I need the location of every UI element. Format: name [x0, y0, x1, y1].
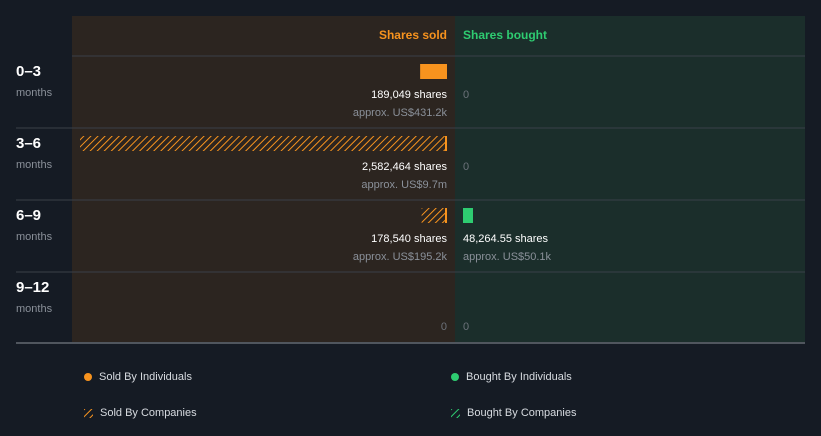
period-unit: months: [16, 87, 53, 99]
sold-bar-edge: [445, 208, 447, 223]
sold-shares-label: 178,540 shares: [371, 233, 447, 245]
sold-bar: [421, 208, 447, 223]
sold-bar: [80, 136, 447, 151]
period-unit: months: [16, 159, 53, 171]
bought-bar: [463, 208, 473, 223]
sold-shares-label: 2,582,464 shares: [362, 161, 448, 173]
bought-zero-label: 0: [463, 89, 469, 101]
sold-bar: [420, 64, 447, 79]
legend-sold-by-individuals: Sold By Individuals: [84, 371, 192, 383]
sold-value-label: approx. US$431.2k: [353, 107, 448, 119]
legend-bought-by-individuals: Bought By Individuals: [451, 371, 572, 383]
sold-zero-label: 0: [441, 321, 447, 333]
period-label: 6–9: [16, 207, 41, 224]
legend-bought-by-companies: Bought By Companies: [451, 407, 576, 419]
green-hatch-icon: [451, 408, 460, 418]
bought-value-label: approx. US$50.1k: [463, 251, 552, 263]
bought-zero-label: 0: [463, 161, 469, 173]
period-label: 9–12: [16, 279, 49, 296]
legend-label: Bought By Companies: [467, 407, 577, 419]
sold-shares-label: 189,049 shares: [371, 89, 447, 101]
legend-sold-by-companies: Sold By Companies: [84, 407, 197, 419]
orange-hatch-icon: [84, 408, 93, 418]
bought-column-header: Shares bought: [463, 28, 547, 42]
bought-zero-label: 0: [463, 321, 469, 333]
period-unit: months: [16, 231, 53, 243]
sold-value-label: approx. US$9.7m: [361, 179, 447, 191]
period-label: 0–3: [16, 63, 41, 80]
sold-value-label: approx. US$195.2k: [353, 251, 448, 263]
orange-dot-icon: [84, 373, 92, 381]
legend-label: Sold By Companies: [100, 407, 197, 419]
chart-rows: 0–3 months 189,049 shares approx. US$431.2k…: [16, 55, 805, 333]
sold-bar-edge: [445, 136, 447, 151]
green-dot-icon: [451, 373, 459, 381]
sold-panel: [72, 16, 455, 342]
bought-panel: [455, 16, 805, 342]
bought-shares-label: 48,264.55 shares: [463, 233, 549, 245]
legend-label: Sold By Individuals: [99, 371, 192, 383]
period-unit: months: [16, 303, 53, 315]
legend-label: Bought By Individuals: [466, 371, 572, 383]
sold-column-header: Shares sold: [379, 28, 447, 42]
period-label: 3–6: [16, 135, 41, 152]
